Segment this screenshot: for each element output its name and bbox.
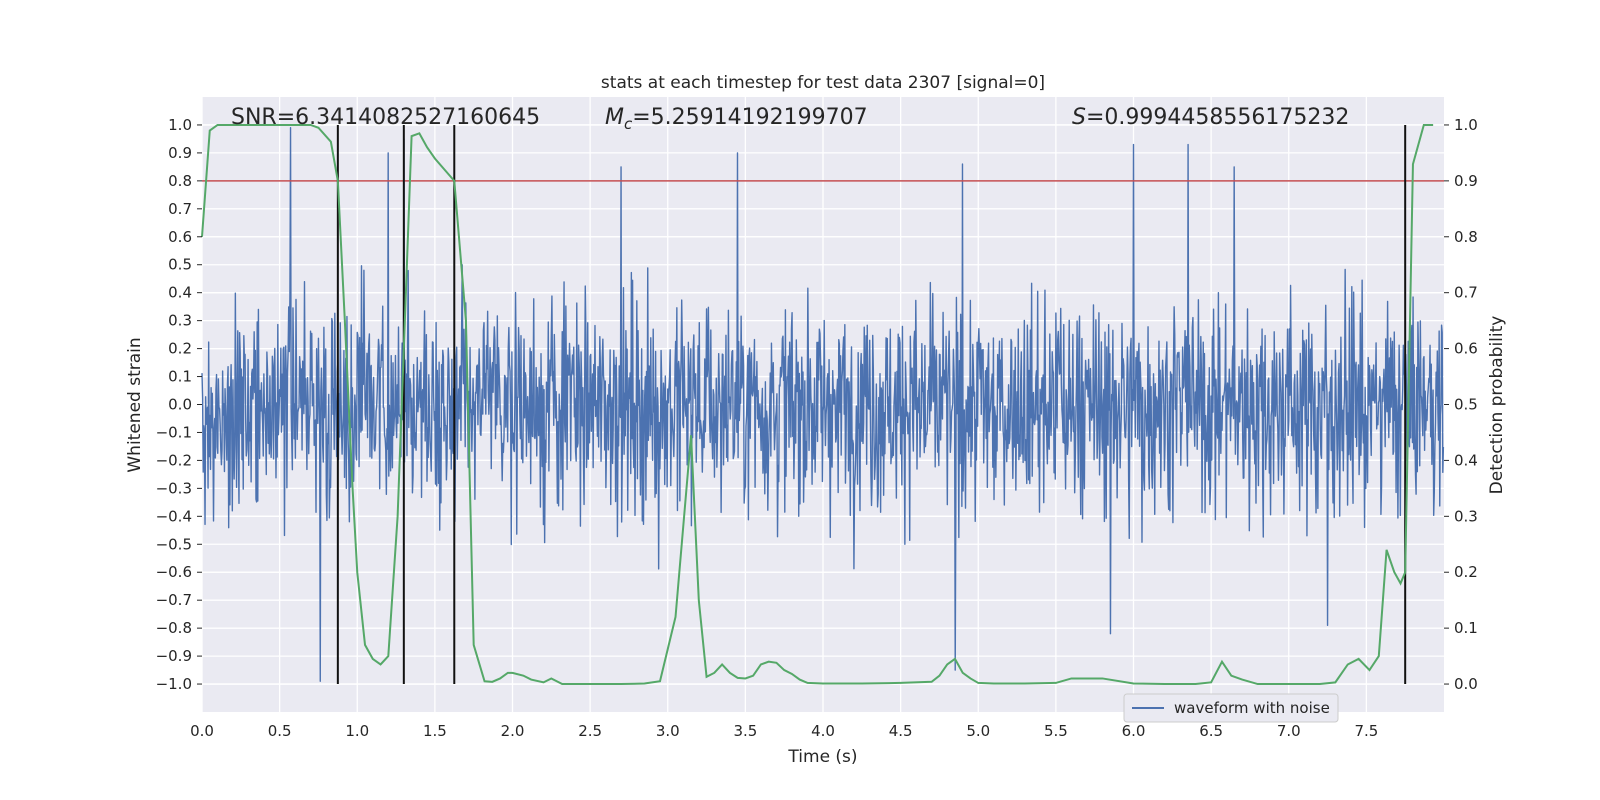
x-tick-label: 4.5 — [889, 722, 913, 740]
x-tick-label: 3.0 — [656, 722, 680, 740]
snr-annotation: SNR=6.3414082527160645 — [231, 105, 540, 130]
legend-box — [1123, 693, 1339, 723]
y-axis-right-ticks: 0.0 0.1 0.2 0.3 0.4 0.5 0.6 0.7 0.8 0.9 1.0 — [1444, 116, 1478, 693]
y-axis-right-label: Detection probability — [1487, 316, 1507, 495]
waveform-line — [201, 127, 1445, 682]
y-axis-left-ticks: −1.0 −0.9 −0.8 −0.7 −0.6 −0.5 −0.4 −0.3 −0.2 −0.1… — [156, 116, 202, 693]
y-tick-label: 0.6 — [168, 228, 192, 246]
y-right-tick-label: 0.7 — [1454, 284, 1478, 302]
y-tick-label: −0.5 — [156, 535, 192, 553]
y-right-tick-label: 0.1 — [1454, 619, 1478, 637]
legend-label: waveform with noise — [1174, 699, 1330, 717]
y-tick-label: −0.2 — [156, 451, 192, 469]
x-tick-label: 5.5 — [1044, 722, 1068, 740]
y-tick-label: −0.1 — [156, 423, 192, 441]
y-tick-label: 0.7 — [168, 200, 192, 218]
x-axis-label: Time (s) — [787, 747, 857, 767]
y-right-tick-label: 0.2 — [1454, 563, 1478, 581]
x-tick-label: 7.0 — [1277, 722, 1301, 740]
y-tick-label: 0.5 — [168, 256, 192, 274]
legend: waveform with noise — [1123, 693, 1339, 723]
y-right-tick-label: 0.4 — [1454, 451, 1478, 469]
chirp-mass-symbol: M — [605, 105, 624, 130]
x-tick-label: 4.0 — [811, 722, 835, 740]
chirp-mass-value: =5.25914192199707 — [632, 105, 867, 130]
y-tick-label: 0.2 — [168, 340, 192, 358]
y-tick-label: −0.8 — [156, 619, 192, 637]
y-tick-label: −0.3 — [156, 479, 192, 497]
y-tick-label: −0.7 — [156, 591, 192, 609]
y-tick-label: −1.0 — [156, 675, 192, 693]
y-tick-label: −0.9 — [156, 647, 192, 665]
x-axis-ticks: 0.0 0.5 1.0 1.5 2.0 2.5 3.0 3.5 4.0 4.5 5.0 5.5 6.0 6… — [190, 722, 1378, 740]
y-tick-label: 0.3 — [168, 312, 192, 330]
y-tick-label: 0.9 — [168, 144, 192, 162]
y-right-tick-label: 0.5 — [1454, 396, 1478, 414]
x-tick-label: 0.0 — [190, 722, 214, 740]
y-tick-label: 0.8 — [168, 172, 192, 190]
y-tick-label: 1.0 — [168, 116, 192, 134]
chart-title: stats at each timestep for test data 230… — [601, 73, 1045, 93]
probability-line — [201, 123, 1434, 686]
s-symbol: S — [1072, 105, 1086, 130]
y-right-tick-label: 0.3 — [1454, 507, 1478, 525]
y-right-tick-label: 0.9 — [1454, 172, 1478, 190]
x-tick-label: 7.5 — [1354, 722, 1378, 740]
y-right-tick-label: 0.6 — [1454, 340, 1478, 358]
chirp-mass-annotation: Mc=5.25914192199707 — [605, 105, 868, 133]
y-tick-label: 0.0 — [168, 396, 192, 414]
y-tick-label: −0.6 — [156, 563, 192, 581]
s-value: =0.9994458556175232 — [1086, 105, 1349, 130]
waveform-series — [201, 127, 1445, 682]
y-right-tick-label: 0.0 — [1454, 675, 1478, 693]
x-tick-label: 2.0 — [501, 722, 525, 740]
y-right-tick-label: 1.0 — [1454, 116, 1478, 134]
s-annotation: S=0.9994458556175232 — [1072, 105, 1349, 130]
x-tick-label: 0.5 — [268, 722, 292, 740]
y-tick-label: 0.1 — [168, 368, 192, 386]
probability-series — [201, 123, 1434, 686]
y-tick-label: 0.4 — [168, 284, 192, 302]
detection-vertical-lines — [336, 124, 1407, 685]
x-tick-label: 2.5 — [578, 722, 602, 740]
y-right-tick-label: 0.8 — [1454, 228, 1478, 246]
x-tick-label: 6.5 — [1199, 722, 1223, 740]
y-tick-label: −0.4 — [156, 507, 192, 525]
x-tick-label: 1.5 — [423, 722, 447, 740]
x-tick-label: 3.5 — [733, 722, 757, 740]
x-tick-label: 1.0 — [345, 722, 369, 740]
chirp-mass-subscript: c — [624, 115, 633, 133]
y-axis-label: Whitened strain — [125, 337, 145, 472]
x-tick-label: 6.0 — [1122, 722, 1146, 740]
x-tick-label: 5.0 — [966, 722, 990, 740]
